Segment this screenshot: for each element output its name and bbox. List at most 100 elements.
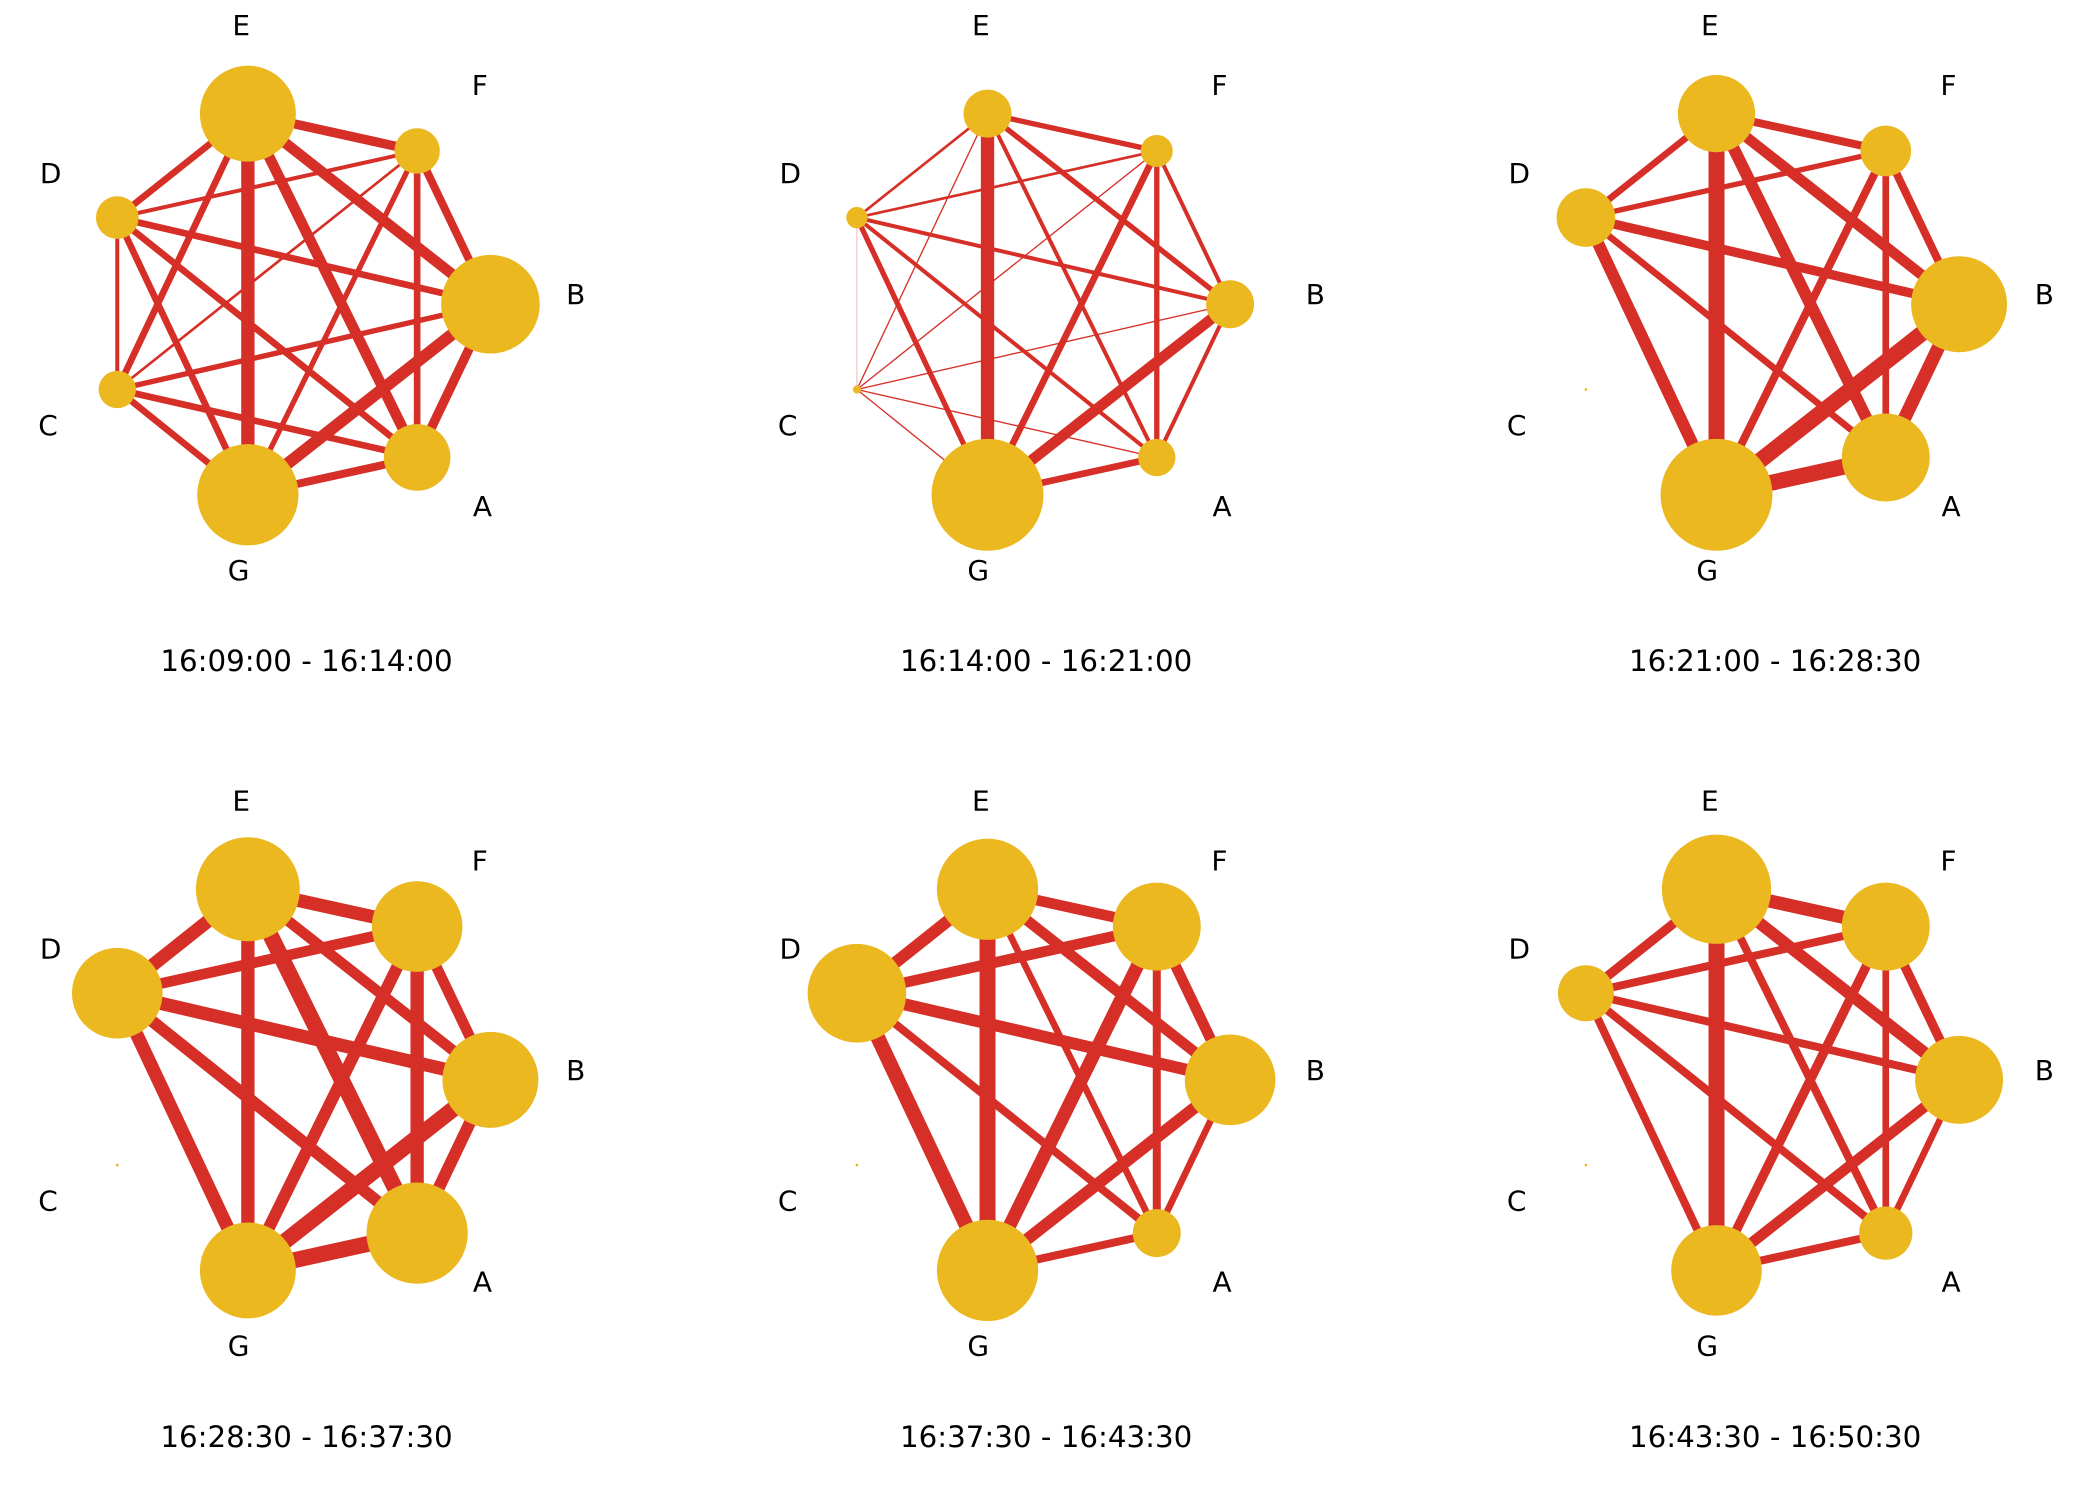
node [1677,74,1756,153]
node-label: A [473,490,492,523]
node [1140,134,1173,167]
edge [115,214,420,461]
node-label: F [1940,845,1956,878]
panel-title: 16:21:00 - 16:28:30 [1629,644,1921,678]
edge [1713,109,1963,309]
network-panel: E F B A G C D 16:14:00 - 16:21:00 [778,9,1325,678]
node [852,385,861,394]
node [1661,834,1772,944]
node-label: E [972,785,990,818]
edge [855,921,1158,999]
edge [984,887,1160,1235]
network-panel: E F B A G C D 16:28:30 - 16:37:30 [38,785,585,1454]
edge [984,885,1234,1085]
edge [242,1073,496,1277]
node [1859,1206,1913,1260]
node-label: C [778,1184,798,1217]
edge [245,149,420,496]
edge [116,149,418,220]
node-label: A [1941,1266,1960,1299]
edge [1584,213,1961,309]
edge [1154,150,1232,306]
edge [856,113,989,390]
node [199,65,296,162]
node [936,838,1039,940]
edge [856,388,1157,459]
edge [855,216,1159,460]
node [195,837,300,942]
node-label: D [1508,933,1530,966]
edge [244,109,494,309]
node-label: D [1508,157,1530,190]
node-label: F [1211,845,1227,878]
panel-title: 16:28:30 - 16:37:30 [160,1420,452,1454]
network-panel: E F B A G C D 16:09:00 - 16:14:00 [38,9,585,678]
node-label: G [1696,554,1718,587]
node-label: G [228,1330,250,1363]
node [931,438,1044,551]
edge [114,112,251,391]
node [1860,125,1912,177]
node [846,206,868,229]
node-label: C [1507,1184,1527,1217]
node-label: F [472,845,488,878]
node-label: A [1941,490,1960,523]
node [441,254,540,354]
node-label: D [40,157,62,190]
node [1184,1034,1276,1126]
edge [244,299,495,500]
node [98,370,136,409]
edge [856,215,1231,307]
edge [984,149,1160,497]
node [1132,1209,1181,1258]
node [855,1163,859,1167]
edge [240,885,425,1237]
node [71,947,163,1039]
node-label: E [972,9,990,42]
panel-title: 16:14:00 - 16:21:00 [900,644,1192,678]
edge [1585,922,1887,998]
node [807,943,907,1043]
network-panel: E F B A G C D 16:37:30 - 16:43:30 [778,785,1325,1454]
node-label: E [232,9,250,42]
node [366,1182,468,1284]
edge [115,986,492,1087]
edge [856,150,1158,391]
edge [111,990,254,1274]
edge [242,923,423,1274]
edge [1712,924,1890,1273]
edge [116,921,419,999]
node-label: B [1306,1054,1325,1087]
node [1112,882,1201,971]
edge [856,112,989,219]
panel-title: 16:09:00 - 16:14:00 [160,644,452,678]
edge [986,111,1158,154]
node-label: D [40,933,62,966]
node [115,1163,119,1167]
node-label: B [566,1054,585,1087]
node [1584,388,1588,391]
edge [114,216,251,497]
network-panel: E F B A G C D 16:43:30 - 16:50:30 [1507,785,2054,1454]
node-label: G [967,554,989,587]
edge [1711,110,1892,461]
node [1206,280,1255,329]
node-label: A [473,1266,492,1299]
node-label: B [1306,278,1325,311]
edge [854,990,1160,1237]
node [1138,438,1176,477]
edge [856,149,1158,219]
node-label: C [38,1184,58,1217]
edge [985,111,1232,307]
node-label: B [566,278,585,311]
node-label: D [780,933,802,966]
panel-title: 16:37:30 - 16:43:30 [900,1420,1192,1454]
edge [850,990,995,1274]
edge [985,112,1159,459]
node [442,1031,539,1128]
edge [1582,991,1721,1273]
node [1911,256,2008,353]
node-label: B [2035,1054,2054,1087]
edge [1585,148,1887,221]
